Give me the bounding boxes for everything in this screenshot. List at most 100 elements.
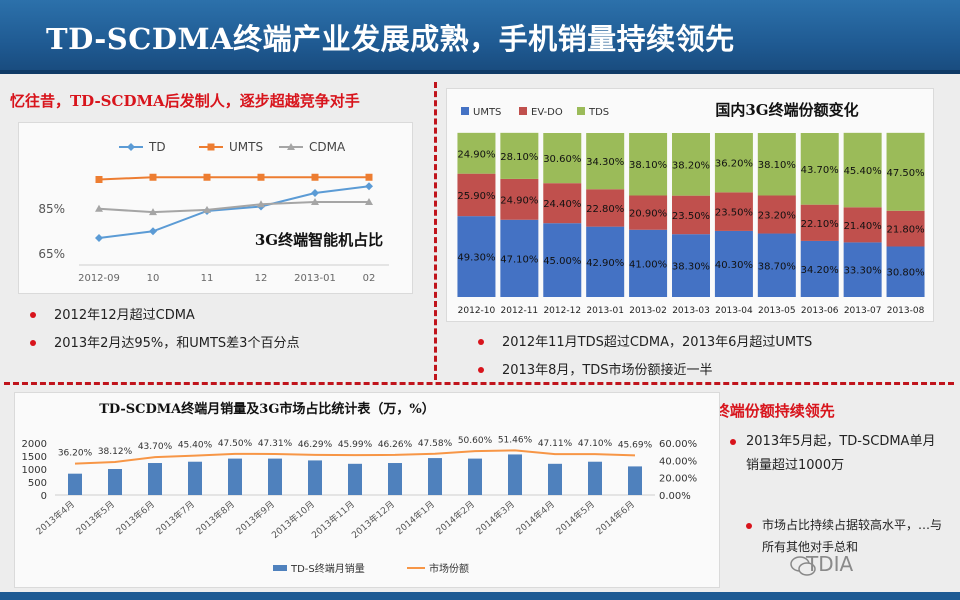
x-tick-label: 2013年7月 — [153, 498, 196, 537]
data-label: 38.70% — [758, 261, 796, 272]
bar-segment-tds — [672, 133, 710, 196]
legend-label: TD-S终端月销量 — [290, 562, 365, 575]
bar-segment-tds — [629, 133, 668, 196]
x-tick-label: 12 — [255, 273, 268, 284]
y-left-tick-label: 0 — [41, 491, 47, 502]
bar-segment-umts — [586, 226, 625, 297]
x-tick-label: 2013年12月 — [349, 498, 397, 541]
x-tick-label: 2013-01 — [294, 273, 336, 284]
sales-bar — [588, 461, 602, 495]
bottom-bar — [0, 592, 960, 600]
bar-segment-umts — [714, 230, 753, 297]
sales-bar — [548, 463, 562, 495]
page-title: TD-SCDMA终端产业发展成熟，手机销量持续领先 — [46, 22, 735, 56]
series-line-umts — [98, 176, 369, 181]
bar-segment-umts — [543, 223, 582, 297]
chart-title: 国内3G终端份额变化 — [715, 101, 858, 119]
data-point — [127, 143, 135, 151]
bottom-right-bullet-2: 市场占比持续占据较高水平，…与所有其他对手总和 — [746, 514, 942, 558]
x-tick-label: 2013-01 — [586, 306, 624, 316]
data-label: 47.11% — [538, 439, 573, 449]
bar-segment-tds — [800, 133, 839, 205]
x-tick-label: 2013-03 — [672, 306, 710, 316]
bar-segment-ev-do — [886, 210, 925, 247]
bar-segment-umts — [843, 242, 882, 297]
bar-segment-tds — [586, 133, 625, 190]
data-label: 34.20% — [801, 265, 839, 276]
data-label: 38.10% — [629, 160, 667, 171]
sales-bar — [508, 454, 522, 495]
bar-segment-ev-do — [672, 195, 710, 235]
data-point — [95, 204, 103, 212]
bar-segment-ev-do — [457, 173, 496, 217]
data-label: 24.90% — [457, 149, 495, 160]
left-bullet-2-text: 2013年2月达95%，和UMTS差3个百分点 — [54, 336, 300, 351]
data-label: 28.10% — [500, 152, 538, 163]
x-tick-label: 2014年2月 — [433, 498, 476, 537]
legend-label: TDS — [588, 107, 609, 118]
x-tick-label: 2013-02 — [629, 306, 667, 316]
legend-label: EV-DO — [531, 107, 563, 118]
y-right-tick-label: 40.00% — [659, 456, 697, 467]
x-tick-label: 2014年4月 — [513, 498, 556, 537]
data-label: 45.00% — [543, 256, 581, 267]
bar-segment-ev-do — [714, 192, 753, 231]
x-tick-label: 2012-12 — [543, 306, 581, 316]
data-label: 30.60% — [543, 154, 581, 165]
data-label: 45.40% — [178, 441, 213, 451]
bullet-dot — [478, 366, 484, 373]
x-tick-label: 2013-07 — [844, 306, 882, 316]
data-point — [149, 173, 157, 181]
left-bullet-1-text: 2012年12月超过CDMA — [54, 308, 195, 323]
x-tick-label: 2012-09 — [78, 273, 120, 284]
bar-segment-ev-do — [543, 183, 582, 224]
y-right-tick-label: 0.00% — [659, 491, 691, 502]
left-bullet-1: 2012年12月超过CDMA — [30, 304, 195, 323]
data-label: 47.58% — [418, 439, 453, 449]
data-point — [203, 173, 211, 181]
data-point — [203, 205, 211, 213]
bar-segment-tds — [543, 133, 582, 184]
sales-bar — [308, 460, 322, 495]
legend-label: 市场份额 — [429, 562, 469, 575]
data-label: 21.40% — [844, 221, 882, 232]
x-tick-label: 10 — [147, 273, 160, 284]
sales-bar — [228, 458, 242, 495]
x-tick-label: 2013年9月 — [233, 498, 276, 537]
y-right-tick-label: 60.00% — [659, 439, 697, 450]
data-point — [311, 198, 319, 205]
sales-bar — [108, 469, 122, 495]
bar-segment-ev-do — [843, 207, 882, 243]
data-label: 23.20% — [758, 211, 796, 222]
data-label: 22.10% — [801, 219, 839, 230]
data-label: 46.29% — [298, 440, 333, 450]
legend-label: CDMA — [309, 140, 346, 154]
data-point — [149, 227, 157, 236]
data-label: 36.20% — [58, 449, 93, 459]
data-label: 38.10% — [758, 160, 796, 171]
data-point — [365, 173, 373, 181]
data-label: 51.46% — [498, 435, 533, 445]
bottom-right-bullet-1-text: 2013年5月起，TD-SCDMA单月销量超过1000万 — [746, 434, 936, 473]
bar-segment-ev-do — [629, 195, 668, 230]
data-point — [149, 208, 157, 216]
x-tick-label: 2013年6月 — [113, 498, 156, 537]
data-label: 47.50% — [886, 168, 924, 179]
sales-bar — [628, 466, 642, 495]
data-label: 45.69% — [618, 440, 653, 450]
x-tick-label: 2013-05 — [758, 306, 796, 316]
x-tick-label: 2013年8月 — [193, 498, 236, 537]
x-tick-label: 2013-04 — [715, 306, 753, 316]
sales-bar — [428, 458, 442, 495]
data-label: 30.80% — [886, 268, 924, 279]
bar-segment-tds — [714, 133, 753, 193]
bottom-right-bullet-1: 2013年5月起，TD-SCDMA单月销量超过1000万 — [730, 430, 942, 478]
series-line-td — [98, 185, 370, 239]
bar-segment-ev-do — [800, 204, 839, 241]
x-tick-label: 2013年10月 — [269, 498, 317, 541]
bar-segment-tds — [500, 132, 539, 179]
data-point — [287, 143, 295, 150]
data-label: 20.90% — [629, 209, 667, 220]
bar-segment-umts — [629, 229, 668, 297]
data-label: 21.80% — [886, 225, 924, 236]
